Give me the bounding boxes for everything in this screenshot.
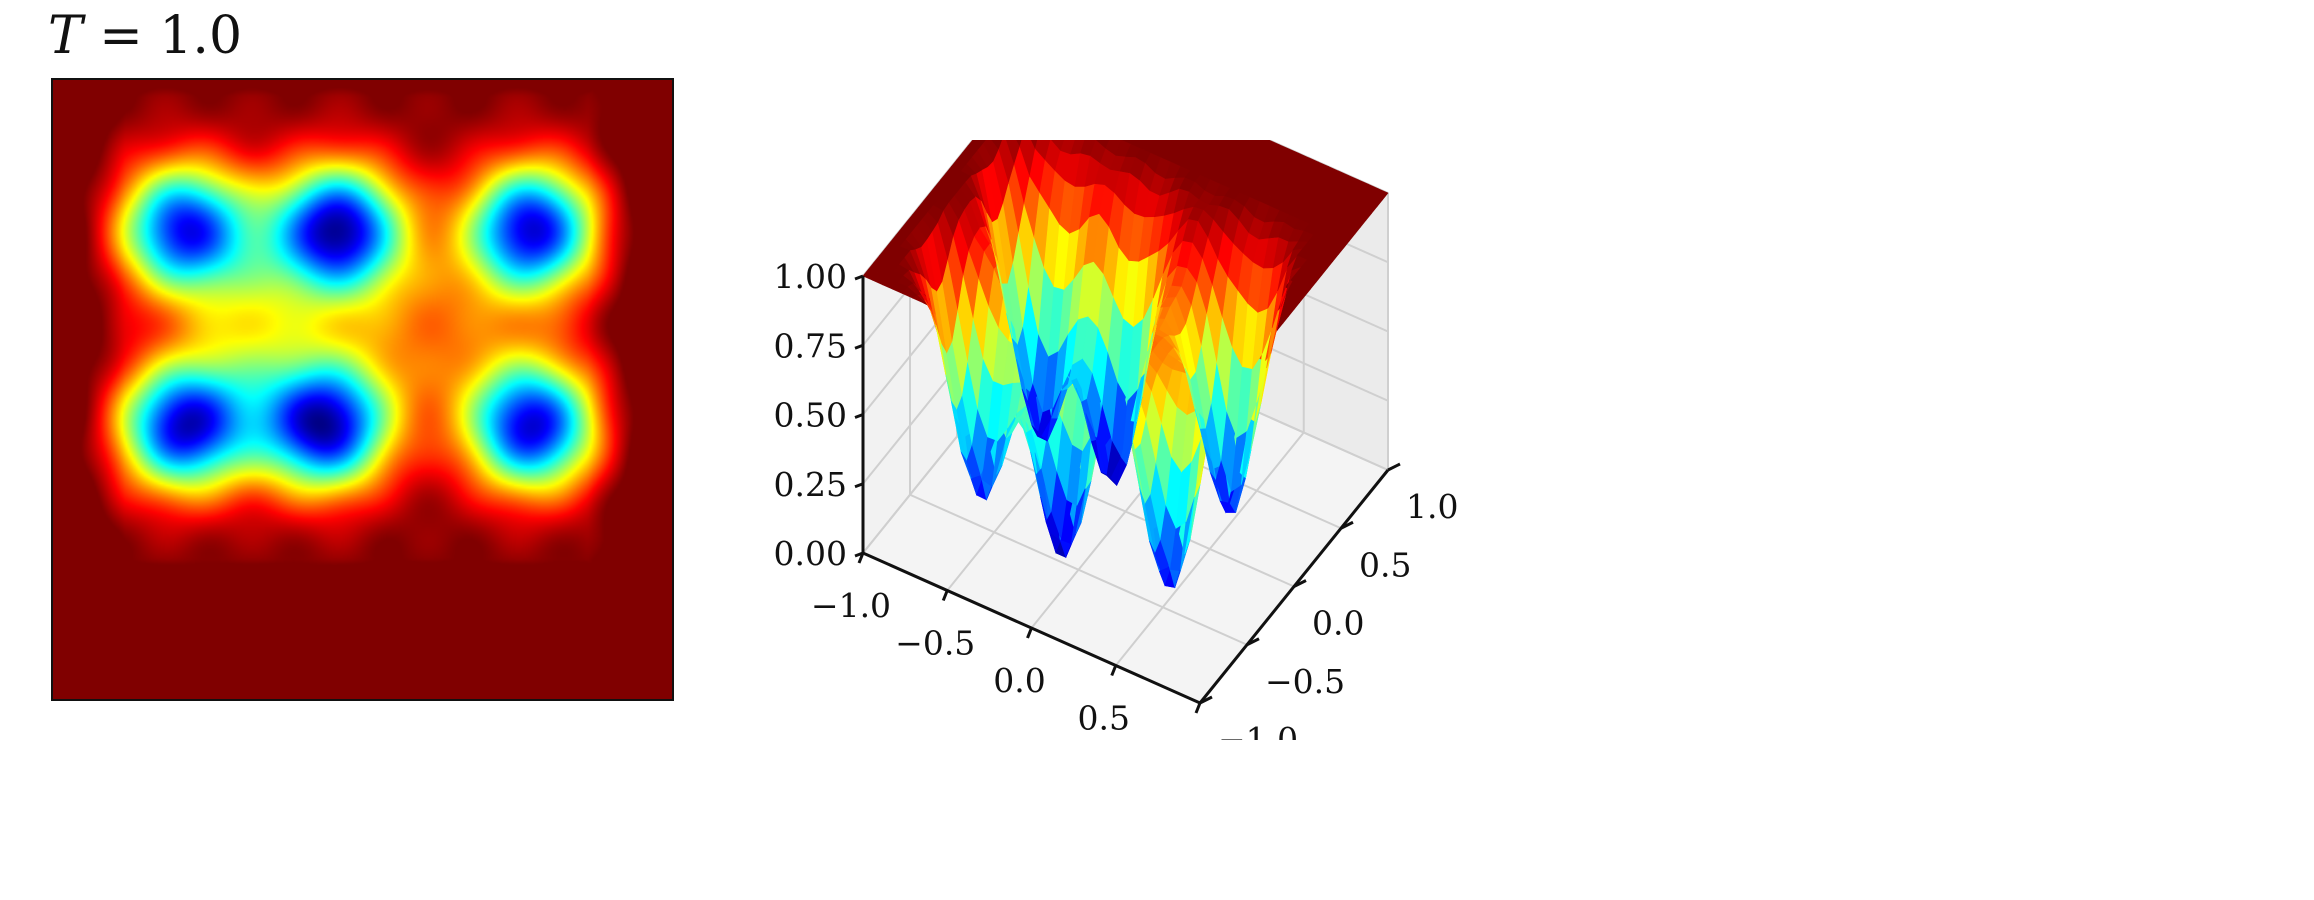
x-tick-mark (941, 589, 949, 602)
z-tick-mark (854, 274, 864, 281)
chart-title: T = 1.0 (48, 6, 242, 66)
x-tick-mark (857, 552, 865, 564)
y-tick-mark (1246, 637, 1260, 647)
title-value: 1.0 (159, 6, 243, 66)
heatmap-image (53, 80, 672, 699)
x-tick-label: 1.0 (1162, 736, 1214, 740)
title-variable: T (48, 6, 83, 66)
y-tick-mark (1199, 695, 1213, 705)
x-tick-mark (1194, 702, 1202, 714)
z-tick-mark (854, 413, 864, 419)
z-tick-label: 1.00 (774, 257, 847, 296)
x-tick-label: −1.0 (811, 586, 891, 625)
z-tick-label: 0.75 (774, 326, 847, 365)
y-tick-label: 0.5 (1359, 545, 1411, 584)
x-tick-label: −0.5 (895, 624, 975, 663)
z-tick-label: 0.50 (774, 396, 847, 435)
heatmap-panel (51, 78, 674, 701)
title-equals: = (82, 6, 160, 66)
surface-patch (1372, 188, 1389, 201)
x-tick-mark (1026, 627, 1033, 639)
x-tick-label: 0.5 (1078, 699, 1130, 738)
y-tick-label: 0.0 (1312, 604, 1364, 643)
z-tick-mark (854, 343, 864, 350)
z-tick-mark (854, 482, 864, 489)
y-tick-label: −1.0 (1218, 720, 1298, 740)
y-tick-mark (1293, 579, 1307, 588)
y-tick-mark (1387, 462, 1401, 472)
z-tick-label: 0.25 (774, 465, 847, 504)
surface-mesh (862, 140, 1389, 589)
y-tick-label: 1.0 (1406, 487, 1458, 526)
z-tick-label: 0.00 (774, 534, 847, 573)
tick-labels: 0.000.250.500.751.00−1.0−0.50.00.51.0−1.… (774, 257, 1459, 740)
y-tick-mark (1340, 520, 1354, 530)
surface-plot: 0.000.250.500.751.00−1.0−0.50.00.51.0−1.… (774, 140, 1459, 740)
x-tick-label: 0.0 (993, 661, 1045, 700)
y-tick-label: −0.5 (1265, 662, 1345, 701)
x-tick-mark (1110, 664, 1118, 677)
